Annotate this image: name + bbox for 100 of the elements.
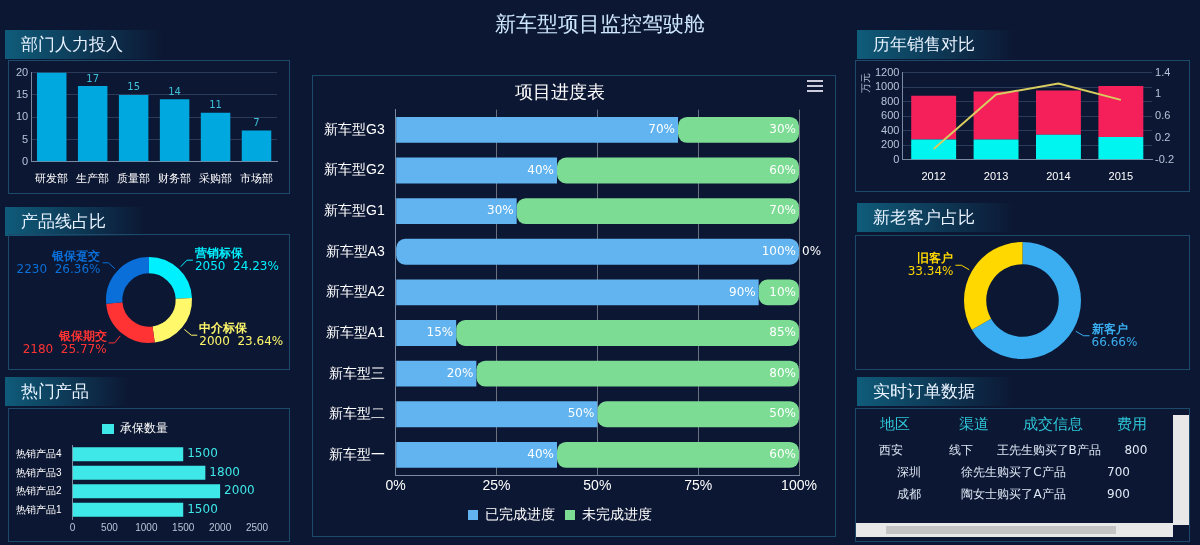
data-label: 11 xyxy=(209,99,222,111)
chart-title: 产品线占比 xyxy=(5,207,146,236)
data-label: 100% xyxy=(761,243,796,258)
bar xyxy=(911,139,957,160)
bar xyxy=(678,116,799,143)
bar xyxy=(77,85,108,162)
x-tick-label: 0 xyxy=(69,521,76,533)
x-tick-label: 2014 xyxy=(1046,170,1071,183)
y-tick-label: 1000 xyxy=(874,80,900,93)
bar xyxy=(597,401,799,428)
y-tick-label: 热销产品1 xyxy=(16,503,62,515)
x-tick-label: 1500 xyxy=(172,521,195,533)
x-tick-label: 500 xyxy=(101,521,119,533)
bar xyxy=(396,238,799,265)
chart-title: 历年销售对比 xyxy=(857,30,1015,59)
bar xyxy=(1098,136,1144,160)
bar xyxy=(973,139,1019,160)
x-tick-label: 2013 xyxy=(983,170,1009,183)
bar xyxy=(456,320,799,346)
data-label: 2230 26.36% xyxy=(16,261,101,276)
text: 西安 线下 王先生购买了B产品 800 xyxy=(879,442,1148,457)
text: 实时订单数据 xyxy=(857,377,1015,406)
y-tick-label: 热销产品4 xyxy=(16,448,62,459)
y-tick-label: 15 xyxy=(15,87,29,100)
bar xyxy=(1035,134,1081,160)
x-tick-label: 0% xyxy=(385,477,406,494)
y-tick-label: 10 xyxy=(15,110,29,123)
y2-tick-label: 0.2 xyxy=(1155,131,1171,144)
data-label: 40% xyxy=(527,447,555,462)
data-label: 70% xyxy=(769,203,796,218)
bar xyxy=(159,99,190,162)
y-tick-label: 新车型G2 xyxy=(323,161,385,178)
data-label: 17 xyxy=(86,72,100,84)
bar xyxy=(1098,86,1144,137)
x-tick-label: 25% xyxy=(482,477,511,494)
bar xyxy=(516,198,799,225)
bar xyxy=(396,157,558,184)
x-tick-label: 100% xyxy=(781,477,817,494)
bar xyxy=(118,94,149,162)
data-label: 2180 25.77% xyxy=(22,342,107,357)
y-tick-label: 20 xyxy=(15,65,29,78)
bar xyxy=(557,157,799,184)
slice-label: 营销标保 xyxy=(193,246,244,261)
bar xyxy=(241,130,272,162)
bar xyxy=(72,465,206,480)
data-label: 80% xyxy=(769,365,796,380)
data-label: 15 xyxy=(127,81,140,93)
chart-title: 热门产品 xyxy=(5,377,129,406)
data-label: 14 xyxy=(168,85,181,97)
bar xyxy=(557,441,799,468)
text: 深圳 徐先生购买了C产品 700 xyxy=(896,464,1130,479)
x-tick-label: 研发部 xyxy=(35,172,69,185)
text: 新车型项目监控驾驶舱 xyxy=(494,11,706,38)
y-tick-label: 400 xyxy=(881,123,900,136)
slice-label: 银保期交 xyxy=(57,329,107,344)
slice-label: 银保趸交 xyxy=(51,248,101,263)
y-tick-label: 600 xyxy=(881,109,900,122)
y-tick-label: 新车型三 xyxy=(328,364,385,381)
data-label: 30% xyxy=(487,203,514,218)
bar xyxy=(36,72,67,162)
y-tick-label: 新车型A1 xyxy=(325,323,385,340)
data-label: 2000 23.64% xyxy=(199,334,284,349)
y-tick-label: 新车型一 xyxy=(328,445,385,462)
slice-label: 新客户 xyxy=(1090,321,1128,336)
text: 成都 陶女士购买了A产品 900 xyxy=(896,486,1130,501)
y-tick-label: 0 xyxy=(893,152,900,165)
chart-title: 部门人力投入 xyxy=(5,30,163,59)
y-tick-label: 0 xyxy=(22,154,29,167)
x-tick-label: 75% xyxy=(684,477,713,494)
bar xyxy=(973,91,1019,140)
data-label: 33.34% xyxy=(907,264,954,279)
y2-tick-label: 0.6 xyxy=(1155,109,1171,122)
bar xyxy=(1035,90,1081,135)
bar xyxy=(72,502,184,517)
bar xyxy=(396,401,598,428)
y-tick-label: 新车型A2 xyxy=(325,283,385,300)
bar xyxy=(396,279,759,306)
data-label: 60% xyxy=(769,162,796,177)
text: 地区 渠道 成交信息 费用 xyxy=(880,414,1147,433)
data-label: 15% xyxy=(426,325,454,340)
data-label: 66.66% xyxy=(1091,334,1138,349)
slice-label: 中介标保 xyxy=(199,321,249,336)
data-label: 20% xyxy=(446,365,474,380)
bar xyxy=(72,447,184,462)
chart-title: 新老客户占比 xyxy=(857,203,1015,232)
y-tick-label: 热销产品3 xyxy=(16,466,62,478)
y-tick-label: 800 xyxy=(881,94,900,107)
x-tick-label: 质量部 xyxy=(117,172,151,185)
data-label: 50% xyxy=(567,406,595,421)
data-label: 0% xyxy=(802,243,822,258)
data-label: 1500 xyxy=(187,501,218,516)
x-tick-label: 市场部 xyxy=(240,172,274,185)
y-tick-label: 热销产品2 xyxy=(16,485,62,496)
x-tick-label: 2015 xyxy=(1108,170,1134,183)
data-label: 2050 24.23% xyxy=(194,259,279,274)
x-tick-label: 50% xyxy=(583,477,612,494)
x-tick-label: 采购部 xyxy=(199,172,233,185)
bar xyxy=(911,95,957,140)
data-label: 7 xyxy=(253,117,260,129)
y-tick-label: 5 xyxy=(22,132,29,145)
